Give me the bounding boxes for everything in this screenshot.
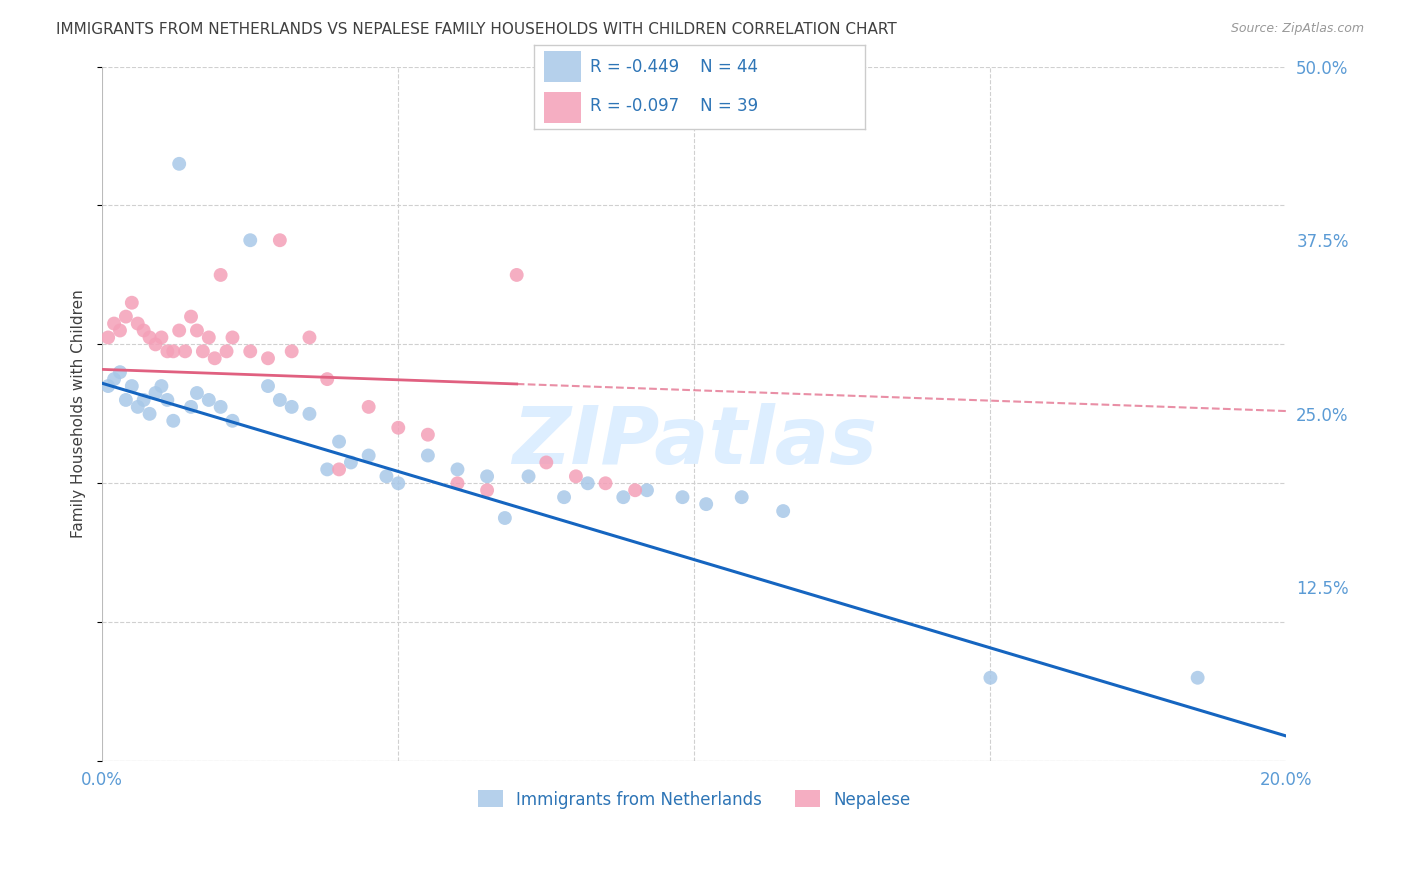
- Point: [156, 392, 179, 407]
- Point: [138, 330, 160, 344]
- Bar: [544, 52, 581, 82]
- Point: [612, 490, 634, 504]
- Point: [536, 455, 558, 469]
- Point: [636, 483, 658, 498]
- Text: R = -0.449    N = 44: R = -0.449 N = 44: [591, 58, 758, 76]
- Point: [162, 414, 184, 428]
- Text: Source: ZipAtlas.com: Source: ZipAtlas.com: [1230, 22, 1364, 36]
- Point: [416, 449, 439, 463]
- Point: [239, 344, 262, 359]
- Text: IMMIGRANTS FROM NETHERLANDS VS NEPALESE FAMILY HOUSEHOLDS WITH CHILDREN CORRELAT: IMMIGRANTS FROM NETHERLANDS VS NEPALESE …: [56, 22, 897, 37]
- Point: [624, 483, 647, 498]
- Point: [446, 462, 468, 476]
- Point: [494, 511, 516, 525]
- Point: [671, 490, 693, 504]
- Point: [695, 497, 717, 511]
- Point: [97, 330, 120, 344]
- Point: [145, 337, 167, 351]
- Point: [174, 344, 197, 359]
- Point: [328, 462, 350, 476]
- Point: [209, 400, 232, 414]
- Point: [475, 469, 498, 483]
- Point: [145, 386, 167, 401]
- Point: [221, 330, 243, 344]
- Point: [505, 268, 527, 282]
- Point: [979, 671, 1001, 685]
- Point: [446, 476, 468, 491]
- Point: [731, 490, 754, 504]
- Point: [269, 233, 291, 247]
- Y-axis label: Family Households with Children: Family Households with Children: [72, 290, 86, 538]
- Point: [772, 504, 794, 518]
- Point: [387, 421, 409, 435]
- Point: [132, 392, 155, 407]
- Point: [180, 400, 202, 414]
- Bar: [544, 92, 581, 122]
- Point: [565, 469, 588, 483]
- Point: [517, 469, 540, 483]
- Point: [298, 407, 321, 421]
- Text: ZIPatlas: ZIPatlas: [512, 402, 877, 481]
- Point: [204, 351, 226, 366]
- Point: [357, 400, 380, 414]
- Legend: Immigrants from Netherlands, Nepalese: Immigrants from Netherlands, Nepalese: [471, 784, 918, 815]
- Point: [257, 379, 280, 393]
- Point: [328, 434, 350, 449]
- Point: [416, 427, 439, 442]
- Point: [269, 392, 291, 407]
- Point: [257, 351, 280, 366]
- Point: [103, 317, 125, 331]
- Point: [180, 310, 202, 324]
- Point: [103, 372, 125, 386]
- Point: [209, 268, 232, 282]
- Point: [357, 449, 380, 463]
- Point: [375, 469, 398, 483]
- Point: [191, 344, 214, 359]
- Point: [198, 330, 221, 344]
- Point: [1187, 671, 1209, 685]
- Point: [127, 317, 149, 331]
- Point: [553, 490, 575, 504]
- Point: [150, 330, 173, 344]
- Point: [186, 386, 208, 401]
- Point: [156, 344, 179, 359]
- Point: [221, 414, 243, 428]
- Point: [215, 344, 238, 359]
- Point: [115, 392, 138, 407]
- Point: [475, 483, 498, 498]
- Point: [387, 476, 409, 491]
- Point: [167, 157, 190, 171]
- Point: [595, 476, 617, 491]
- Point: [121, 295, 143, 310]
- Point: [162, 344, 184, 359]
- Point: [198, 392, 221, 407]
- Point: [316, 462, 339, 476]
- Point: [108, 365, 131, 379]
- Point: [298, 330, 321, 344]
- Point: [108, 324, 131, 338]
- Point: [138, 407, 160, 421]
- Point: [97, 379, 120, 393]
- Point: [239, 233, 262, 247]
- Point: [280, 400, 302, 414]
- Point: [132, 324, 155, 338]
- Point: [167, 324, 190, 338]
- Point: [576, 476, 599, 491]
- Point: [127, 400, 149, 414]
- Point: [121, 379, 143, 393]
- Point: [150, 379, 173, 393]
- Text: R = -0.097    N = 39: R = -0.097 N = 39: [591, 97, 759, 115]
- Point: [186, 324, 208, 338]
- Point: [340, 455, 363, 469]
- Point: [280, 344, 302, 359]
- Point: [115, 310, 138, 324]
- Point: [316, 372, 339, 386]
